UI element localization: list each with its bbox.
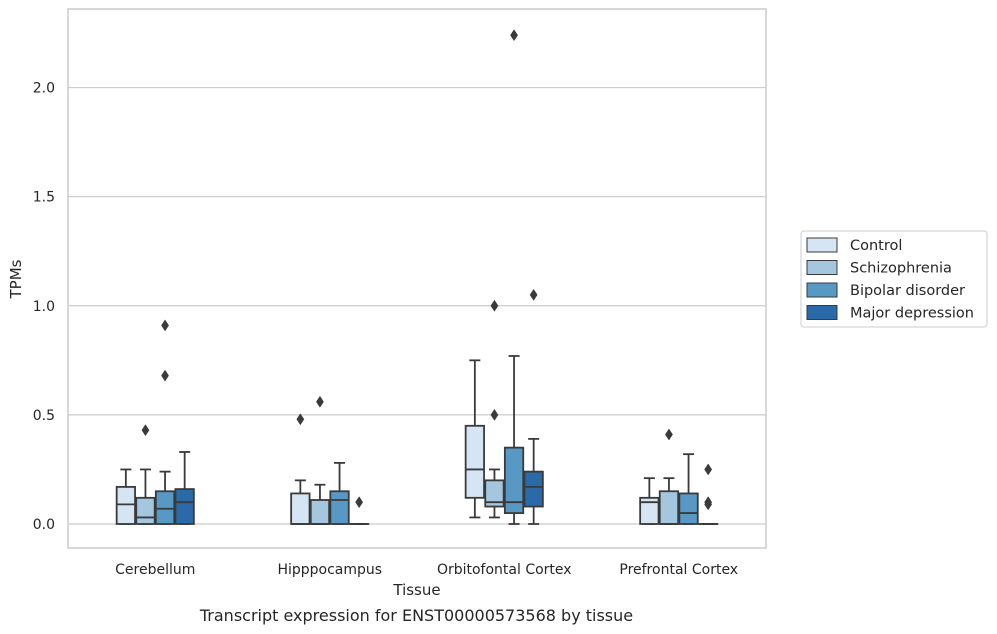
outlier-point: [161, 369, 169, 382]
legend-label: Bipolar disorder: [850, 283, 965, 299]
box: [115, 485, 136, 525]
outlier-point: [665, 428, 673, 441]
box-group: [484, 299, 505, 519]
box-group: [309, 395, 331, 525]
box: [174, 488, 195, 525]
box: [678, 492, 699, 525]
box: [290, 492, 311, 525]
box-group: [639, 477, 660, 525]
x-axis-label: Tissue: [392, 581, 440, 599]
y-tick-label: 0.5: [33, 408, 55, 424]
legend-label: Schizophrenia: [850, 261, 952, 277]
legend-label: Control: [850, 238, 902, 254]
box-group: [174, 451, 195, 525]
legend-swatch: [806, 282, 838, 298]
outlier-point: [510, 29, 518, 42]
outlier-point: [316, 395, 324, 408]
outlier-point: [529, 288, 538, 301]
legend-frame: [800, 230, 988, 328]
x-tick-label: Orbitofontal Cortex: [437, 562, 572, 578]
box-group: [698, 463, 719, 525]
outlier-point: [296, 413, 305, 426]
box-group: [154, 319, 176, 525]
plot-frame: [67, 8, 767, 549]
outlier-point: [704, 496, 713, 509]
box-group: [658, 428, 680, 525]
box: [503, 446, 525, 514]
box-group: [503, 29, 525, 525]
outlier-point: [161, 319, 169, 332]
box-group: [135, 424, 156, 525]
legend-swatch: [806, 305, 838, 320]
grid-lines: [68, 86, 766, 525]
outlier-point: [141, 424, 150, 437]
box-group: [290, 413, 311, 525]
box: [523, 470, 544, 508]
legend-swatch: [806, 260, 838, 275]
box: [484, 479, 505, 508]
box: [135, 496, 156, 525]
figure-caption: Transcript expression for ENST0000057356…: [199, 606, 634, 625]
box-group: [523, 288, 544, 525]
box: [329, 490, 350, 525]
box: [154, 490, 176, 525]
x-tick-label: Hipppocampus: [277, 562, 382, 578]
y-tick-label: 1.5: [33, 190, 55, 206]
box-group: [678, 453, 699, 525]
box: [639, 496, 660, 525]
legend-swatch: [806, 237, 838, 253]
outlier-point: [490, 299, 499, 312]
y-tick-labels: 0.0 0.5 1.0 1.5 2.0: [33, 81, 55, 533]
box-group: [329, 461, 350, 525]
x-tick-labels: Cerebellum Hipppocampus Orbitofontal Corte…: [115, 562, 738, 578]
y-tick-label: 0.0: [33, 517, 55, 533]
boxes: [115, 29, 719, 525]
outlier-point: [355, 496, 364, 509]
legend: Control Schizophrenia Bipolar disorder Majo…: [800, 230, 988, 328]
box: [658, 490, 680, 525]
x-tick-label: Prefrontal Cortex: [619, 562, 738, 578]
y-tick-label: 2.0: [33, 81, 55, 97]
box-group: [349, 496, 370, 525]
box-group: [464, 359, 485, 519]
outlier-point: [490, 408, 499, 421]
box-group: [115, 468, 136, 525]
y-axis-label: TPMs: [7, 259, 25, 299]
legend-label: Major depression: [850, 306, 974, 322]
outlier-point: [704, 463, 713, 476]
box: [309, 499, 331, 525]
y-tick-label: 1.0: [33, 299, 55, 315]
box: [464, 424, 485, 499]
x-tick-label: Cerebellum: [115, 562, 195, 578]
